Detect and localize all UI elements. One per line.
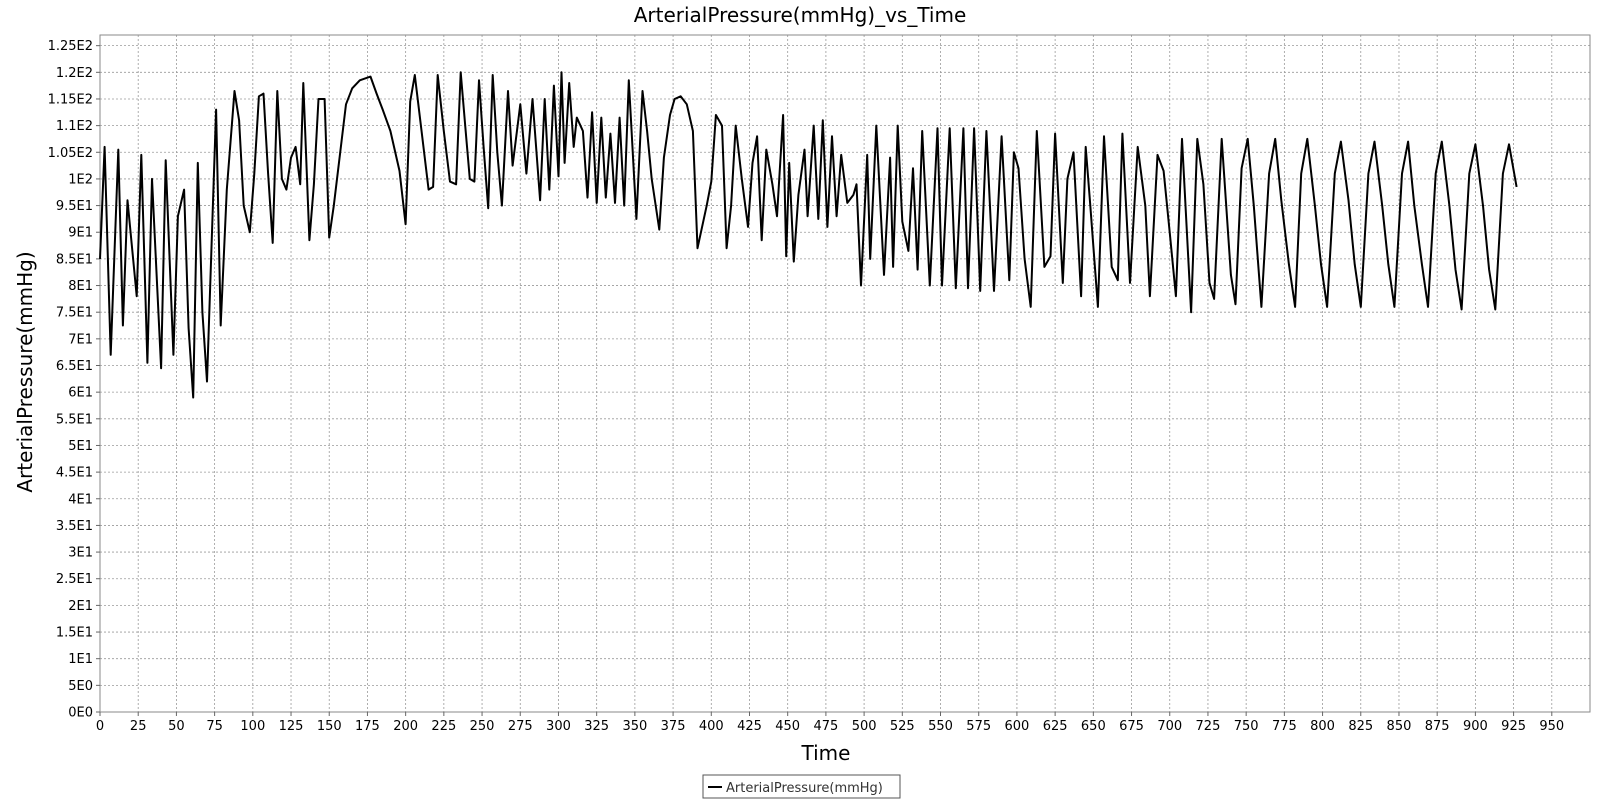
y-tick-label: 1.5E1 (56, 626, 93, 641)
x-tick-label: 550 (928, 719, 953, 734)
x-tick-label: 625 (1043, 719, 1068, 734)
y-tick-label: 2.5E1 (56, 572, 93, 587)
x-tick-label: 400 (699, 719, 724, 734)
x-tick-label: 225 (431, 719, 456, 734)
y-tick-label: 8.5E1 (56, 252, 93, 267)
x-tick-label: 650 (1081, 719, 1106, 734)
x-tick-label: 200 (393, 719, 418, 734)
x-tick-label: 175 (355, 719, 380, 734)
x-tick-label: 150 (317, 719, 342, 734)
y-tick-label: 2E1 (68, 599, 93, 614)
y-tick-label: 3E1 (68, 546, 93, 561)
x-tick-label: 525 (890, 719, 915, 734)
y-tick-label: 5E1 (68, 439, 93, 454)
x-tick-label: 325 (584, 719, 609, 734)
y-tick-label: 6E1 (68, 386, 93, 401)
chart-title: ArterialPressure(mmHg)_vs_Time (634, 3, 967, 27)
y-tick-label: 9.5E1 (56, 199, 93, 214)
x-tick-label: 950 (1539, 719, 1564, 734)
series-line-arterial-pressure (99, 71, 1518, 399)
y-tick-label: 4.5E1 (56, 466, 93, 481)
grid (99, 35, 1590, 713)
y-tick-label: 1.15E2 (48, 92, 93, 107)
y-tick-label: 3.5E1 (56, 519, 93, 534)
y-tick-label: 0E0 (68, 706, 93, 721)
x-tick-label: 750 (1234, 719, 1259, 734)
x-tick-label: 500 (852, 719, 877, 734)
x-tick-label: 50 (168, 719, 185, 734)
x-axis-label: Time (801, 741, 851, 765)
y-tick-label: 1.05E2 (48, 146, 93, 161)
x-tick-label: 125 (279, 719, 304, 734)
legend-label: ArterialPressure(mmHg) (726, 781, 883, 796)
y-tick-label: 1E2 (68, 172, 93, 187)
x-tick-label: 450 (775, 719, 800, 734)
x-tick-label: 375 (661, 719, 686, 734)
x-tick-label: 575 (966, 719, 991, 734)
y-tick-label: 9E1 (68, 226, 93, 241)
x-tick-label: 800 (1310, 719, 1335, 734)
y-tick-label: 7.5E1 (56, 306, 93, 321)
x-tick-label: 425 (737, 719, 762, 734)
y-axis-label: ArterialPressure(mmHg) (13, 251, 37, 492)
y-tick-label: 5E0 (68, 679, 93, 694)
x-tick-label: 675 (1119, 719, 1144, 734)
y-tick-label: 1.2E2 (56, 66, 93, 81)
x-tick-label: 300 (546, 719, 571, 734)
y-tick-label: 7E1 (68, 332, 93, 347)
x-tick-label: 925 (1501, 719, 1526, 734)
y-tick-label: 8E1 (68, 279, 93, 294)
x-tick-label: 825 (1348, 719, 1373, 734)
x-tick-label: 600 (1005, 719, 1030, 734)
y-tick-label: 1E1 (68, 652, 93, 667)
legend: ArterialPressure(mmHg) (702, 774, 901, 799)
x-tick-label: 775 (1272, 719, 1297, 734)
x-tick-label: 725 (1196, 719, 1221, 734)
x-tick-label: 350 (622, 719, 647, 734)
y-axis-ticks: 0E0 5E0 1E1 1.5E1 2E1 2.5E1 3E1 3.5E1 4E1 4.5E1 5E… (48, 39, 100, 721)
x-tick-label: 875 (1425, 719, 1450, 734)
legend-box (702, 774, 901, 799)
x-tick-label: 100 (240, 719, 265, 734)
x-tick-label: 275 (508, 719, 533, 734)
y-tick-label: 1.1E2 (56, 119, 93, 134)
y-tick-label: 5.5E1 (56, 412, 93, 427)
x-tick-label: 700 (1157, 719, 1182, 734)
x-tick-label: 850 (1387, 719, 1412, 734)
plot-area-border (99, 34, 1591, 713)
x-axis-ticks: 0 25 50 75 100 125 150 175 200 225 250 275 300 325 350… (96, 712, 1564, 734)
y-tick-label: 6.5E1 (56, 359, 93, 374)
y-tick-label: 4E1 (68, 492, 93, 507)
x-tick-label: 25 (130, 719, 147, 734)
y-tick-label: 1.25E2 (48, 39, 93, 54)
x-tick-label: 475 (813, 719, 838, 734)
x-tick-label: 0 (96, 719, 104, 734)
x-tick-label: 75 (206, 719, 223, 734)
x-tick-label: 900 (1463, 719, 1488, 734)
x-tick-label: 250 (470, 719, 495, 734)
